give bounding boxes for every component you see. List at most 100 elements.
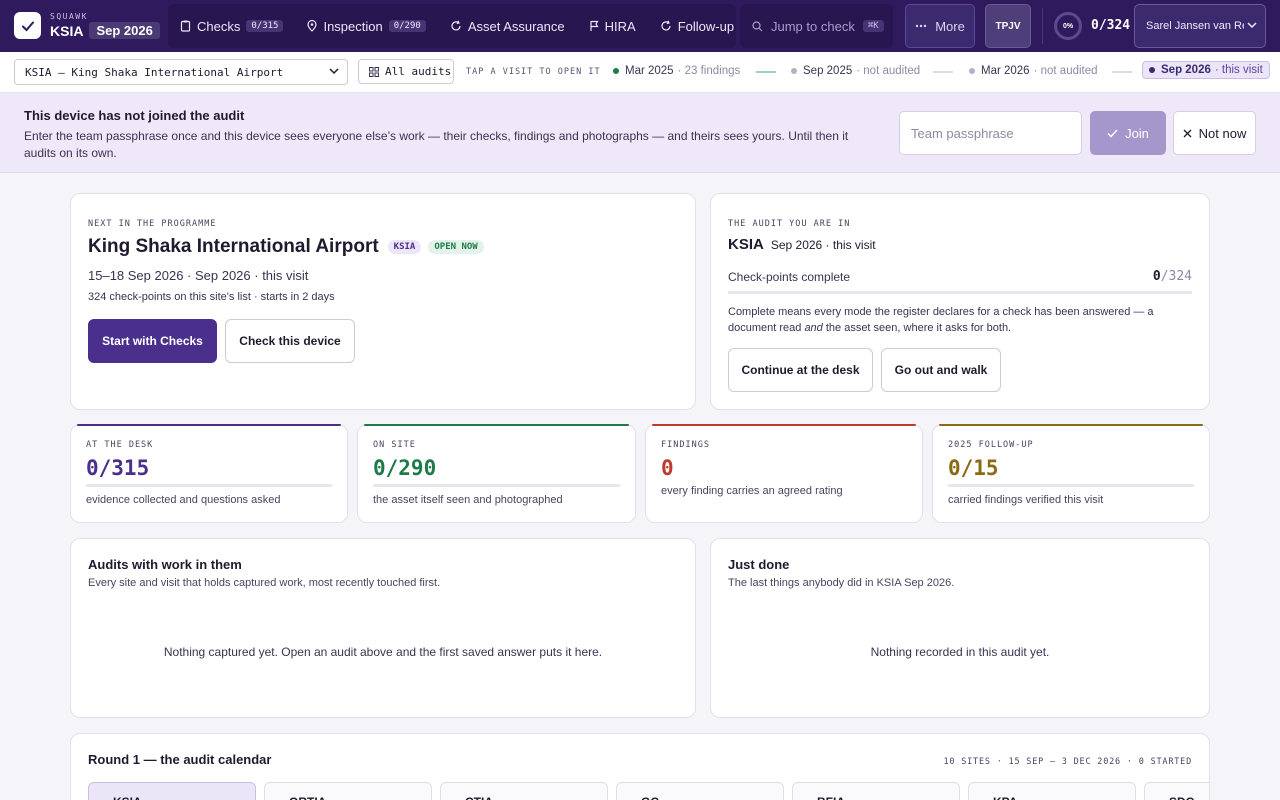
checkpoints-progress-bar [728, 291, 1192, 294]
next-dates: 15–18 Sep 2026 · Sep 2026 · this visit [88, 268, 309, 283]
visit-meta: · not audited [856, 65, 921, 77]
passphrase-input[interactable] [899, 111, 1082, 155]
current-visit: Sep 2026 · this visit [770, 238, 876, 252]
visit-connector [756, 71, 776, 73]
calendar-site-card[interactable]: KSIA [88, 782, 256, 800]
nav-inspection[interactable]: Inspection 0/290 [295, 4, 437, 48]
panel-title: Just done [728, 557, 790, 572]
more-button[interactable]: More [905, 4, 975, 48]
pin-icon [307, 20, 318, 32]
audit-calendar: Round 1 — the audit calendar 10 SITES · … [70, 733, 1210, 800]
chevron-down-icon [329, 68, 339, 75]
visit-meta: · this visit [1214, 64, 1263, 76]
note-emphasis: and [804, 322, 823, 334]
visit-meta: · 23 findings [677, 65, 741, 77]
progress-ring: 0% [1054, 12, 1082, 40]
all-audits-button[interactable]: All audits [358, 59, 454, 84]
flag-icon [590, 20, 599, 31]
calendar-site-card[interactable]: CTIA [440, 782, 608, 800]
calendar-site-card[interactable]: GC [616, 782, 784, 800]
stat-value: 0/315 [86, 456, 150, 480]
site-select[interactable]: KSIA — King Shaka International Airport [14, 59, 348, 85]
audits-with-work-panel: Audits with work in them Every site and … [70, 538, 696, 718]
stat-eyebrow: 2025 FOLLOW-UP [948, 440, 1034, 450]
brand: SQUAWK KSIA Sep 2026 [50, 12, 160, 39]
empty-state: Nothing captured yet. Open an audit abov… [163, 645, 603, 659]
calendar-site-card[interactable]: BFIA [792, 782, 960, 800]
site-code-tag: KSIA [387, 240, 422, 254]
banner-title: This device has not joined the audit [24, 108, 245, 123]
nav-hira[interactable]: HIRA [577, 4, 648, 48]
user-menu[interactable]: Sarel Jansen van Rensburg [1134, 4, 1266, 48]
join-button[interactable]: Join [1090, 111, 1166, 155]
visit-label: Sep 2025 [803, 65, 853, 77]
grid-icon [369, 66, 379, 77]
stat-eyebrow: FINDINGS [661, 440, 710, 450]
stat-desc: the asset itself seen and photographed [373, 494, 563, 506]
calendar-meta: 10 SITES · 15 SEP – 3 DEC 2026 · 0 START… [943, 757, 1192, 767]
nav-checks[interactable]: Checks 0/315 [168, 4, 295, 48]
calendar-site-card[interactable]: KPA [968, 782, 1136, 800]
not-now-button[interactable]: Not now [1173, 111, 1256, 155]
stat-on-site[interactable]: ON SITE 0/290 the asset itself seen and … [357, 424, 636, 523]
note-part: Complete means every mode the register d… [728, 306, 1154, 334]
nav-inspection-count: 0/290 [388, 20, 426, 32]
checkpoints-done: 0 [1152, 269, 1161, 284]
continue-at-desk-button[interactable]: Continue at the desk [728, 348, 873, 392]
nav-asset-assurance[interactable]: Asset Assurance [438, 4, 577, 48]
stat-eyebrow: AT THE DESK [86, 440, 154, 450]
nav-asset-assurance-label: Asset Assurance [467, 18, 565, 34]
panel-subtitle: Every site and visit that holds captured… [88, 577, 441, 589]
start-with-checks-button[interactable]: Start with Checks [88, 319, 217, 363]
stat-progress-bar [86, 484, 332, 487]
checkpoints-count: 0/324 [1153, 269, 1192, 284]
chevron-down-icon [1247, 22, 1257, 29]
app-logo[interactable] [14, 12, 41, 39]
stat-value: 0/290 [373, 456, 437, 480]
search-icon [752, 20, 763, 31]
check-icon [21, 21, 34, 31]
visit-status-dot [791, 68, 797, 74]
stat-at-the-desk[interactable]: AT THE DESK 0/315 evidence collected and… [70, 424, 348, 523]
panel-subtitle: The last things anybody did in KSIA Sep … [728, 577, 955, 589]
panel-title: Audits with work in them [88, 557, 242, 572]
visit-status-dot [969, 68, 975, 74]
refresh-icon [661, 20, 671, 31]
jump-to-check-search[interactable]: Jump to check ⌘K [740, 4, 893, 48]
visit-sep-2025[interactable]: Sep 2025 · not audited [791, 65, 920, 77]
brand-name: SQUAWK [50, 12, 88, 21]
next-audit-card: NEXT IN THE PROGRAMME King Shaka Interna… [70, 193, 696, 410]
check-device-button[interactable]: Check this device [225, 319, 355, 363]
progress-count: 0/324 [1091, 18, 1131, 33]
calendar-site-card[interactable]: ORTIA [264, 782, 432, 800]
open-status-tag: OPEN NOW [428, 240, 484, 254]
ellipsis-icon [915, 24, 927, 28]
not-now-label: Not now [1198, 125, 1247, 141]
stat-value: 0/15 [948, 456, 999, 480]
stat-follow-up[interactable]: 2025 FOLLOW-UP 0/15 carried findings ver… [932, 424, 1210, 523]
visit-mar-2025[interactable]: Mar 2025 · 23 findings [613, 65, 740, 77]
visit-sep-2026[interactable]: Sep 2026 · this visit [1142, 61, 1270, 79]
checkpoints-label: Check-points complete [728, 270, 851, 284]
empty-state: Nothing recorded in this audit yet. [870, 645, 1050, 659]
calendar-site-card[interactable]: SDC [1144, 782, 1209, 800]
visit-mar-2026[interactable]: Mar 2026 · not audited [969, 65, 1098, 77]
nav-inspection-label: Inspection [323, 18, 383, 34]
nav-hira-label: HIRA [604, 18, 636, 34]
visit-status-dot [613, 68, 619, 74]
search-placeholder: Jump to check [771, 18, 855, 34]
note-part: the asset seen, where it asks for both. [822, 322, 1012, 334]
banner-text: Enter the team passphrase once and this … [24, 129, 849, 160]
stat-findings[interactable]: FINDINGS 0 every finding carries an agre… [645, 424, 923, 523]
all-audits-label: All audits [385, 65, 452, 78]
nav-follow-up[interactable]: Follow-up [648, 4, 746, 48]
go-out-and-walk-button[interactable]: Go out and walk [881, 348, 1001, 392]
stat-accent [77, 424, 341, 426]
team-badge-button[interactable]: TPJV [985, 4, 1031, 48]
visit-label: Sep 2026 [1161, 64, 1211, 76]
stat-value: 0 [661, 456, 674, 480]
just-done-panel: Just done The last things anybody did in… [710, 538, 1210, 718]
brand-visit: Sep 2026 [89, 22, 160, 39]
stat-desc: every finding carries an agreed rating [661, 485, 843, 497]
search-shortcut: ⌘K [862, 20, 884, 32]
